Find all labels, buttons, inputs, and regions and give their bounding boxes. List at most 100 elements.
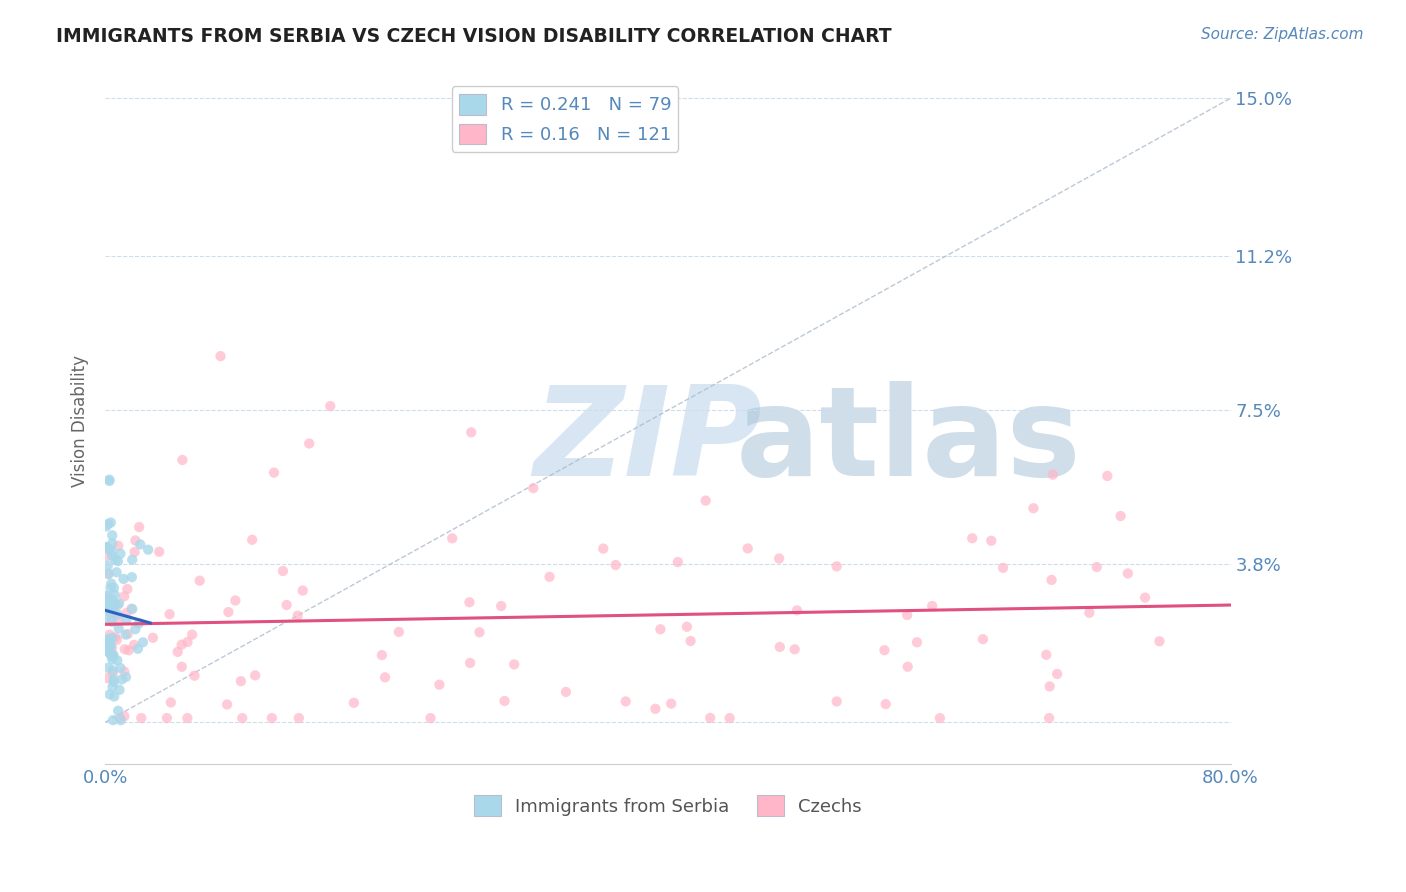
Point — [374, 670, 396, 684]
Point — [458, 595, 481, 609]
Point — [124, 622, 146, 636]
Point — [503, 657, 526, 672]
Point — [104, 588, 127, 602]
Point — [695, 493, 717, 508]
Point — [1035, 648, 1057, 662]
Point — [972, 632, 994, 647]
Point — [94, 540, 117, 554]
Point — [231, 711, 253, 725]
Point — [114, 627, 136, 641]
Point — [980, 533, 1002, 548]
Point — [107, 621, 129, 635]
Point — [97, 516, 120, 531]
Point — [111, 673, 134, 687]
Point — [172, 453, 194, 467]
Point — [104, 553, 127, 567]
Point — [100, 647, 122, 661]
Point — [441, 531, 464, 545]
Point — [110, 547, 132, 561]
Point — [100, 544, 122, 558]
Point — [107, 554, 129, 568]
Point — [468, 625, 491, 640]
Point — [96, 519, 118, 533]
Y-axis label: Vision Disability: Vision Disability — [72, 355, 89, 487]
Point — [96, 591, 118, 606]
Point — [112, 572, 135, 586]
Point — [224, 593, 246, 607]
Point — [921, 599, 943, 613]
Point — [112, 665, 135, 679]
Point — [98, 542, 121, 557]
Point — [94, 612, 117, 626]
Point — [101, 647, 124, 661]
Point — [100, 576, 122, 591]
Point — [429, 678, 451, 692]
Point — [100, 648, 122, 662]
Point — [118, 643, 141, 657]
Point — [217, 698, 239, 712]
Point — [209, 349, 232, 363]
Point — [905, 635, 928, 649]
Point — [97, 566, 120, 581]
Point — [101, 663, 124, 677]
Point — [260, 711, 283, 725]
Point — [522, 481, 544, 495]
Point — [101, 713, 124, 727]
Point — [659, 697, 682, 711]
Point — [129, 711, 152, 725]
Point — [94, 540, 117, 554]
Point — [117, 582, 139, 596]
Point — [825, 694, 848, 708]
Point — [650, 622, 672, 636]
Point — [875, 697, 897, 711]
Point — [101, 631, 124, 645]
Point — [159, 695, 181, 709]
Point — [1046, 667, 1069, 681]
Point — [100, 639, 122, 653]
Point — [896, 607, 918, 622]
Point — [112, 709, 135, 723]
Point — [98, 604, 121, 618]
Point — [121, 553, 143, 567]
Point — [101, 649, 124, 664]
Point — [103, 581, 125, 595]
Point — [101, 528, 124, 542]
Point — [127, 641, 149, 656]
Point — [98, 637, 121, 651]
Point — [768, 551, 790, 566]
Point — [104, 630, 127, 644]
Point — [555, 685, 578, 699]
Point — [103, 648, 125, 663]
Point — [101, 615, 124, 629]
Point — [148, 545, 170, 559]
Point — [107, 613, 129, 627]
Point — [100, 611, 122, 625]
Point — [129, 537, 152, 551]
Point — [176, 635, 198, 649]
Point — [101, 666, 124, 681]
Point — [1133, 591, 1156, 605]
Point — [298, 436, 321, 450]
Point — [96, 671, 118, 685]
Point — [96, 640, 118, 654]
Point — [115, 613, 138, 627]
Point — [136, 542, 159, 557]
Point — [1040, 573, 1063, 587]
Point — [105, 566, 128, 580]
Point — [94, 632, 117, 647]
Point — [737, 541, 759, 556]
Point — [991, 561, 1014, 575]
Point — [122, 638, 145, 652]
Point — [128, 616, 150, 631]
Point — [159, 607, 181, 622]
Point — [718, 711, 741, 725]
Point — [107, 599, 129, 613]
Point — [644, 702, 666, 716]
Point — [100, 516, 122, 530]
Point — [679, 634, 702, 648]
Point — [101, 602, 124, 616]
Point — [98, 474, 121, 488]
Point — [769, 640, 792, 654]
Point — [142, 631, 165, 645]
Point — [1042, 467, 1064, 482]
